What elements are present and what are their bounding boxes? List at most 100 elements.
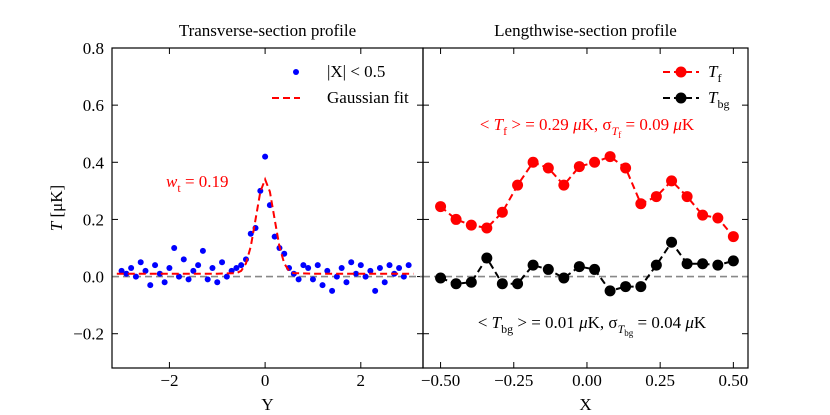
point xyxy=(635,198,647,210)
point xyxy=(400,273,407,280)
point xyxy=(223,273,230,280)
point xyxy=(118,267,125,274)
line xyxy=(116,176,414,275)
annotation: < Tf > = 0.29 μK, σTf = 0.09 μK xyxy=(480,115,695,140)
point xyxy=(209,265,216,271)
text-part: = 0.19 xyxy=(181,172,229,191)
point xyxy=(435,272,447,284)
point xyxy=(247,230,254,237)
point xyxy=(573,161,585,173)
text-part: bg xyxy=(717,97,729,111)
text-part: T xyxy=(494,115,505,134)
text-part: K xyxy=(682,115,695,134)
point xyxy=(233,265,240,271)
point xyxy=(465,276,477,288)
point xyxy=(666,175,678,187)
text-part: < xyxy=(480,115,494,134)
point xyxy=(156,270,163,277)
point xyxy=(238,262,245,269)
text-part: T xyxy=(492,313,503,332)
point xyxy=(481,222,493,234)
legend-marker xyxy=(675,66,687,78)
legend-marker xyxy=(675,92,687,104)
point xyxy=(137,259,144,266)
text-part: K, σ xyxy=(582,115,612,134)
point xyxy=(175,273,182,280)
point xyxy=(314,262,321,269)
x-axis-label: X xyxy=(579,395,591,414)
point xyxy=(481,252,493,264)
point xyxy=(132,273,139,280)
x-axis-label: Y xyxy=(261,395,273,414)
point xyxy=(589,263,601,275)
point xyxy=(142,267,149,274)
x-tick-label: 0.25 xyxy=(645,371,675,390)
text-part: f xyxy=(618,130,621,140)
point xyxy=(727,255,739,267)
point xyxy=(666,236,678,248)
x-tick-label: 0.50 xyxy=(718,371,748,390)
y-axis-label: T [μK] xyxy=(47,185,66,231)
point xyxy=(496,206,508,218)
point xyxy=(204,276,211,283)
point xyxy=(450,278,462,290)
point xyxy=(697,258,709,270)
point xyxy=(333,273,340,280)
text-part: X xyxy=(579,395,591,414)
point xyxy=(295,276,302,283)
legend-label: Tbg xyxy=(708,88,729,111)
point xyxy=(214,279,221,286)
point xyxy=(324,267,331,274)
y-tick-label: 0.6 xyxy=(83,96,104,115)
legend-label: |X| < 0.5 xyxy=(327,62,385,81)
y-tick-label: 0.4 xyxy=(83,153,105,172)
point xyxy=(199,247,206,254)
point xyxy=(681,191,693,203)
point xyxy=(558,179,570,191)
text-part: > = 0.01 xyxy=(513,313,579,332)
point xyxy=(343,279,350,286)
point xyxy=(271,233,278,240)
axes-frame xyxy=(422,47,749,369)
text-part: K xyxy=(694,313,707,332)
text-part: Gaussian fit xyxy=(327,88,409,107)
point xyxy=(542,263,554,275)
point xyxy=(512,278,524,290)
point xyxy=(309,276,316,283)
point xyxy=(152,262,159,269)
x-tick-label: −0.25 xyxy=(494,371,533,390)
point xyxy=(171,245,178,251)
text-part: T xyxy=(612,124,620,138)
x-tick-label: 0.00 xyxy=(572,371,602,390)
text-part: = 0.09 xyxy=(621,115,673,134)
point xyxy=(329,287,336,294)
text-part: T xyxy=(618,322,626,336)
point xyxy=(300,262,307,269)
point xyxy=(128,265,135,271)
series xyxy=(435,151,739,243)
point xyxy=(589,156,601,168)
point xyxy=(357,262,364,269)
y-tick-label: 0.0 xyxy=(83,268,104,287)
point xyxy=(650,191,662,203)
text-part: < xyxy=(478,313,492,332)
point xyxy=(512,179,524,191)
point xyxy=(542,162,554,174)
point xyxy=(123,270,130,277)
point xyxy=(180,256,187,263)
text-part: > = 0.29 xyxy=(507,115,573,134)
point xyxy=(697,209,709,221)
text-part: |X| < 0.5 xyxy=(327,62,385,81)
text-part: K, σ xyxy=(588,313,618,332)
point xyxy=(195,262,202,269)
point xyxy=(604,285,616,297)
text-part: t xyxy=(177,181,181,195)
point xyxy=(635,281,647,293)
x-tick-label: 0 xyxy=(261,371,270,390)
text-part: [μK] xyxy=(47,185,66,222)
point xyxy=(362,273,369,280)
x-tick-label: −2 xyxy=(160,371,178,390)
text-part: μ xyxy=(672,115,682,134)
x-tick-label: −0.50 xyxy=(421,371,460,390)
